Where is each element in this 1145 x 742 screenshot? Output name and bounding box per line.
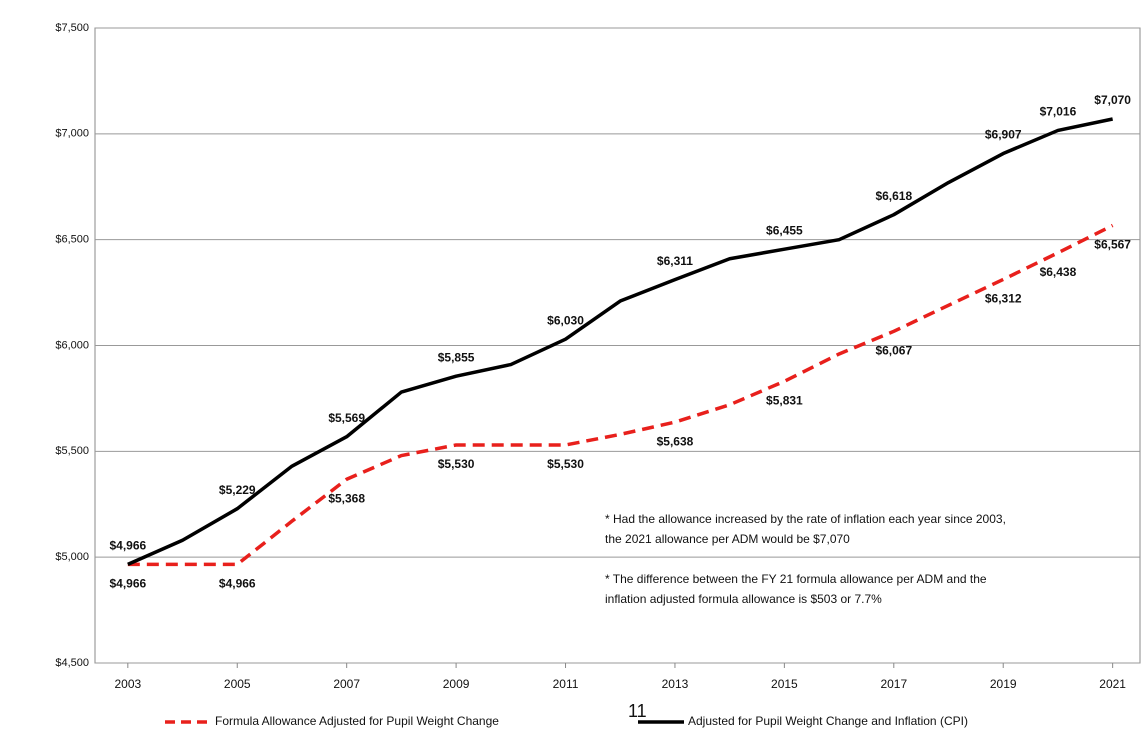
x-tick-label: 2011 bbox=[553, 677, 579, 691]
data-label: $6,312 bbox=[985, 292, 1022, 306]
data-label: $6,567 bbox=[1094, 238, 1131, 252]
annotation: * Had the allowance increased by the rat… bbox=[605, 512, 1006, 526]
data-label: $4,966 bbox=[219, 577, 256, 591]
data-label: $5,569 bbox=[328, 411, 365, 425]
y-tick-label: $5,500 bbox=[55, 445, 89, 457]
x-tick-label: 2021 bbox=[1099, 677, 1126, 691]
data-label: $6,030 bbox=[547, 313, 584, 327]
data-label: $6,907 bbox=[985, 128, 1022, 142]
data-label: $5,530 bbox=[438, 457, 475, 471]
y-tick-label: $4,500 bbox=[55, 657, 89, 669]
data-label: $6,438 bbox=[1040, 265, 1077, 279]
x-tick-label: 2019 bbox=[990, 677, 1017, 691]
data-label: $4,966 bbox=[109, 577, 146, 591]
x-tick-label: 2005 bbox=[224, 677, 251, 691]
data-label: $5,638 bbox=[657, 434, 694, 448]
data-label: $6,455 bbox=[766, 223, 803, 237]
y-tick-label: $7,000 bbox=[55, 128, 89, 140]
series-line bbox=[127, 117, 1113, 566]
x-tick-label: 2013 bbox=[662, 677, 689, 691]
y-tick-label: $6,500 bbox=[55, 234, 89, 246]
page-number: 11 bbox=[628, 701, 647, 721]
data-label: $7,070 bbox=[1094, 93, 1131, 107]
annotation: the 2021 allowance per ADM would be $7,0… bbox=[605, 532, 850, 546]
y-tick-label: $6,000 bbox=[55, 339, 89, 351]
annotation: * The difference between the FY 21 formu… bbox=[605, 572, 987, 586]
x-tick-label: 2007 bbox=[333, 677, 360, 691]
data-label: $5,368 bbox=[328, 491, 365, 505]
data-label: $6,067 bbox=[875, 343, 912, 357]
data-label: $5,229 bbox=[219, 483, 256, 497]
series-line bbox=[127, 223, 1114, 567]
data-label: $7,016 bbox=[1040, 105, 1077, 119]
data-label: $5,831 bbox=[766, 393, 803, 407]
annotation: inflation adjusted formula allowance is … bbox=[605, 592, 882, 606]
y-tick-label: $5,000 bbox=[55, 551, 89, 563]
x-tick-label: 2009 bbox=[443, 677, 470, 691]
x-tick-label: 2003 bbox=[114, 677, 141, 691]
legend-label: Adjusted for Pupil Weight Change and Inf… bbox=[688, 714, 968, 728]
data-label: $5,530 bbox=[547, 457, 584, 471]
data-label: $5,855 bbox=[438, 350, 475, 364]
legend-label: Formula Allowance Adjusted for Pupil Wei… bbox=[215, 714, 499, 728]
y-tick-label: $7,500 bbox=[55, 22, 89, 34]
x-tick-label: 2017 bbox=[880, 677, 907, 691]
x-tick-label: 2015 bbox=[771, 677, 798, 691]
data-label: $6,618 bbox=[875, 189, 912, 203]
data-label: $4,966 bbox=[109, 539, 146, 553]
data-label: $6,311 bbox=[657, 254, 693, 268]
